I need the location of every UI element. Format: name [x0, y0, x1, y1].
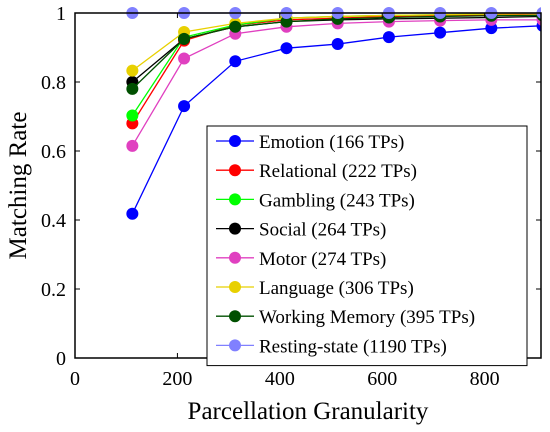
legend-entry-resting-state: Resting-state (1190 TPs)	[216, 336, 447, 357]
legend-entry-gambling: Gambling (243 TPs)	[216, 190, 415, 211]
data-point-emotion	[280, 42, 293, 55]
data-point-working-memory	[280, 15, 293, 28]
data-point-emotion	[229, 55, 242, 68]
y-tick-label: 0.6	[41, 141, 66, 163]
legend-label: Working Memory (395 TPs)	[259, 307, 475, 328]
data-point-gambling	[126, 109, 139, 122]
x-tick-label: 200	[162, 368, 192, 390]
legend-marker	[229, 135, 241, 147]
data-point-motor	[178, 52, 191, 65]
legend-entry-working-memory: Working Memory (395 TPs)	[216, 307, 475, 328]
legend-marker	[229, 251, 241, 264]
data-point-working-memory	[229, 20, 242, 33]
legend-label: Social (264 TPs)	[259, 220, 386, 241]
data-point-emotion	[485, 22, 498, 35]
y-tick-label: 0.4	[41, 210, 66, 232]
data-point-emotion	[126, 207, 139, 220]
data-point-emotion	[178, 100, 191, 113]
y-tick-label: 1	[56, 3, 66, 25]
y-tick-label: 0.2	[41, 279, 66, 301]
data-point-working-memory	[178, 32, 191, 45]
legend-marker	[229, 222, 241, 235]
legend-entry-social: Social (264 TPs)	[216, 220, 386, 241]
series-emotion	[126, 19, 541, 220]
x-axis-label: Parcellation Granularity	[188, 398, 429, 425]
x-tick-label: 600	[367, 368, 397, 390]
legend-marker	[229, 281, 241, 293]
legend-label: Emotion (166 TPs)	[259, 132, 404, 153]
legend-label: Gambling (243 TPs)	[259, 190, 415, 211]
data-point-motor	[126, 139, 139, 152]
legend-entry-relational: Relational (222 TPs)	[216, 161, 417, 182]
legend-entry-language: Language (306 TPs)	[216, 278, 414, 299]
legend-marker	[229, 310, 241, 323]
legend-entry-emotion: Emotion (166 TPs)	[216, 132, 404, 153]
legend-entry-motor: Motor (274 TPs)	[216, 249, 386, 270]
data-point-emotion	[382, 31, 395, 44]
legend-label: Resting-state (1190 TPs)	[259, 336, 447, 357]
legend-label: Language (306 TPs)	[259, 278, 414, 299]
ticks-layer: 0 200 400 600 800 0 0.2 0.4 0.6 0.8 1	[41, 3, 541, 390]
data-point-working-memory	[126, 82, 139, 95]
legend-box	[206, 125, 528, 367]
y-tick-label: 0.8	[41, 72, 66, 94]
x-tick-label: 800	[470, 368, 500, 390]
data-point-emotion	[331, 38, 344, 51]
series-working-memory	[126, 9, 541, 95]
data-point-emotion	[434, 26, 447, 39]
legend-marker	[229, 164, 241, 177]
legend: Emotion (166 TPs) Relational (222 TPs) Gam…	[206, 125, 528, 367]
y-tick-label: 0	[56, 348, 66, 370]
legend-marker	[229, 193, 241, 206]
x-tick-label: 0	[70, 368, 80, 390]
legend-marker	[229, 339, 241, 352]
y-axis-label: Matching Rate	[5, 112, 32, 260]
x-tick-label: 400	[265, 368, 295, 390]
legend-label: Relational (222 TPs)	[259, 161, 417, 182]
legend-label: Motor (274 TPs)	[259, 249, 386, 270]
data-point-language	[126, 64, 139, 77]
